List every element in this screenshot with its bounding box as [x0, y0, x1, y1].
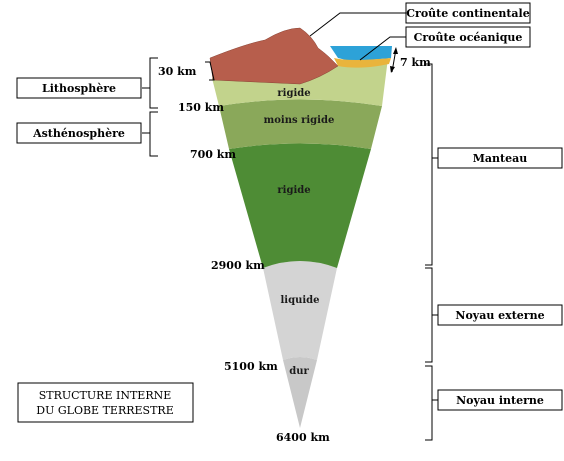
depth-30-km: 30 km [158, 65, 197, 78]
oceanic-crust-label: Croûte océanique [406, 27, 530, 47]
asthenosphere-label: Asthénosphère [17, 123, 141, 143]
layer-label-rigide-mid: rigide [277, 185, 310, 196]
layer-label-liquide: liquide [280, 295, 319, 306]
manteau-label: Manteau [438, 148, 562, 168]
depth-7-km: 7 km [400, 56, 431, 69]
noyau-externe-text: Noyau externe [455, 309, 544, 322]
manteau-text: Manteau [473, 152, 528, 165]
title-line-1: STRUCTURE INTERNE [39, 389, 172, 402]
bracket-lithosphere [150, 58, 158, 108]
continental-crust [210, 28, 338, 84]
depth-6400-km: 6400 km [276, 431, 330, 444]
depth-5100-km: 5100 km [224, 360, 278, 373]
asthenosphere-text: Asthénosphère [32, 127, 125, 140]
outer-core [263, 261, 337, 360]
bracket-manteau [425, 64, 432, 265]
layer-label-dur: dur [289, 366, 309, 377]
layer-label-moins-rigide: moins rigide [264, 115, 335, 126]
layer-label-rigide-top: rigide [277, 88, 310, 99]
leader-continental-crust [310, 13, 406, 36]
depth-150-km: 150 km [178, 101, 224, 114]
noyau-externe-label: Noyau externe [438, 305, 562, 325]
continental-crust-text: Croûte continentale [406, 7, 529, 20]
lower-mantle [229, 144, 371, 269]
bracket-noyau-externe [425, 268, 432, 362]
noyau-interne-label: Noyau interne [438, 390, 562, 410]
depth-2900-km: 2900 km [211, 259, 265, 272]
arrow-7-km-head-top [393, 47, 398, 54]
depth-700-km: 700 km [190, 148, 236, 161]
bracket-asthenosphere [150, 112, 158, 156]
bracket-noyau-interne [425, 366, 432, 440]
lithosphere-text: Lithosphère [42, 82, 116, 95]
lithosphere-label: Lithosphère [17, 78, 141, 98]
title-box: STRUCTURE INTERNE DU GLOBE TERRESTRE [18, 383, 193, 422]
noyau-interne-text: Noyau interne [456, 394, 544, 407]
oceanic-crust-text: Croûte océanique [414, 31, 523, 44]
continental-crust-label: Croûte continentale [406, 3, 530, 23]
title-line-2: DU GLOBE TERRESTRE [36, 404, 173, 417]
